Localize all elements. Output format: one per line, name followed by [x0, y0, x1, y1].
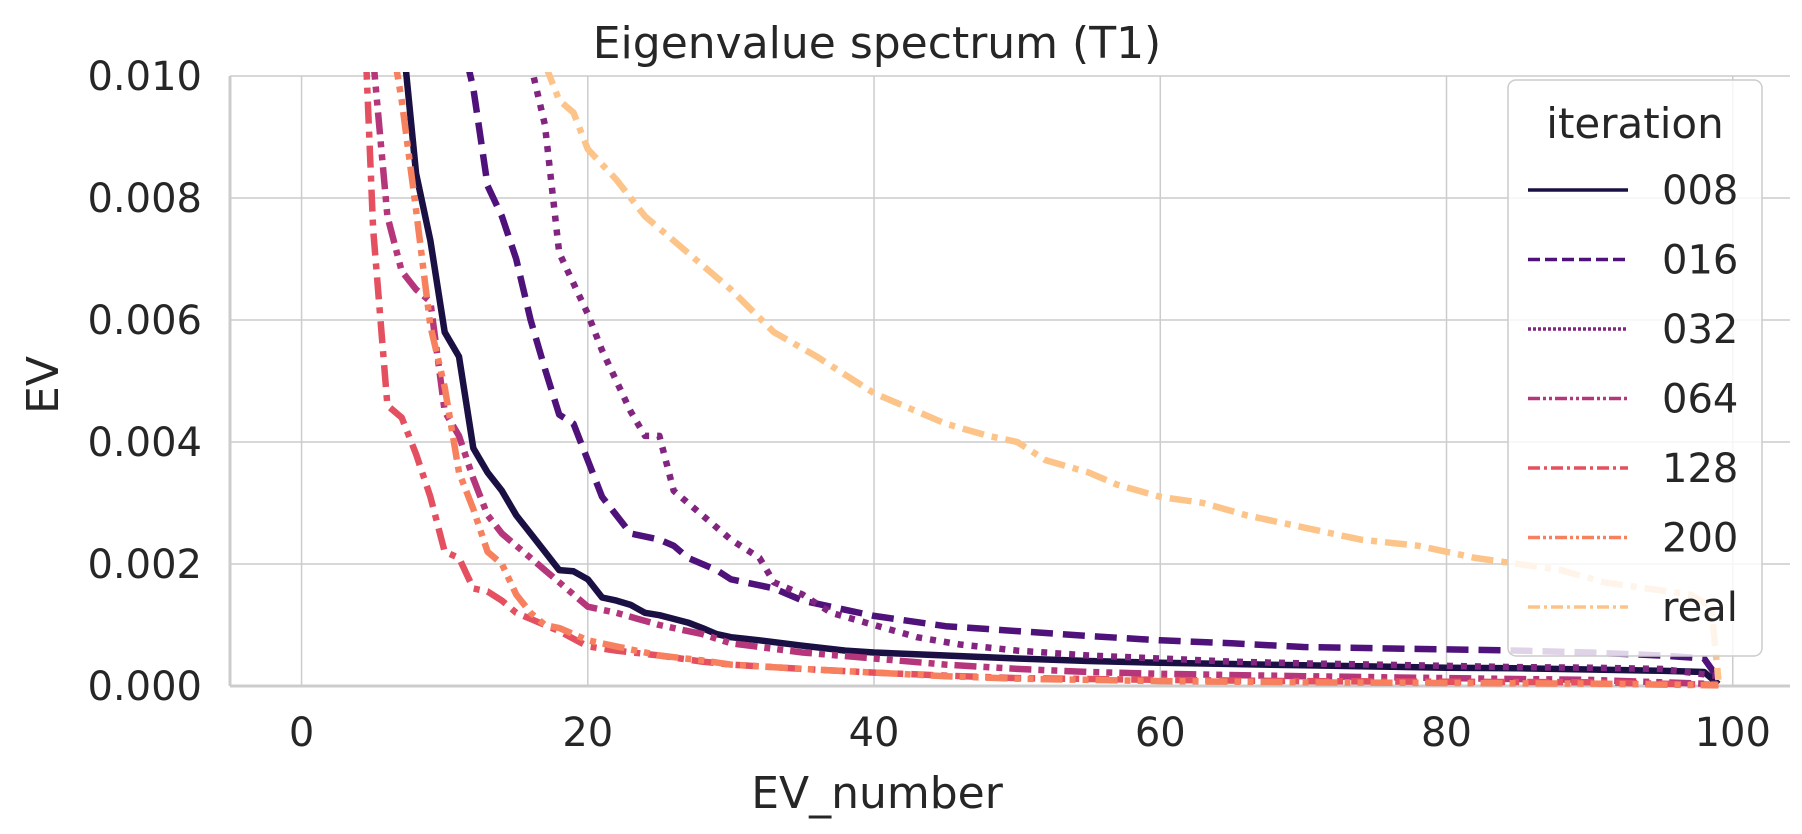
- series-line-064: [371, 72, 1719, 688]
- series-line-032: [529, 72, 1719, 680]
- tick-labels: 0 20 40 60 80 100 0.000 0.002 0.004 0.006 0.008 0.0…: [87, 54, 1770, 756]
- legend-label-128: 128: [1662, 446, 1738, 492]
- legend-label-real: real: [1662, 585, 1738, 631]
- y-tick-label: 0.004: [87, 420, 202, 466]
- y-tick-label: 0.002: [87, 542, 202, 588]
- y-tick-label: 0.000: [87, 664, 202, 710]
- chart-title: Eigenvalue spectrum (T1): [593, 18, 1161, 69]
- y-axis-label: EV: [18, 356, 69, 414]
- legend-box: [1507, 79, 1763, 657]
- legend-label-016: 016: [1662, 238, 1738, 284]
- x-tick-label: 20: [562, 710, 613, 756]
- y-tick-label: 0.010: [87, 54, 202, 100]
- x-tick-label: 0: [289, 710, 314, 756]
- x-tick-label: 40: [849, 710, 900, 756]
- series-line-200: [393, 72, 1719, 689]
- series-line-128: [363, 72, 1719, 689]
- x-tick-label: 100: [1695, 710, 1771, 756]
- legend-items: 008 016 032 064 128 200 real: [1528, 168, 1738, 631]
- legend-label-200: 200: [1662, 516, 1738, 562]
- legend-label-032: 032: [1662, 307, 1738, 353]
- x-tick-label: 80: [1421, 710, 1472, 756]
- series-line-008: [402, 72, 1721, 687]
- series-lines: [363, 72, 1722, 689]
- legend-label-064: 064: [1662, 377, 1738, 423]
- legend-label-008: 008: [1662, 168, 1738, 214]
- x-axis-label: EV_number: [751, 768, 1004, 819]
- legend: iteration 008 016 032 064 128 200 real: [1507, 79, 1763, 657]
- y-tick-label: 0.008: [87, 176, 202, 222]
- y-tick-label: 0.006: [87, 298, 202, 344]
- legend-title: iteration: [1546, 99, 1723, 148]
- series-line-016: [466, 72, 1722, 681]
- x-tick-label: 60: [1135, 710, 1186, 756]
- axes: [228, 76, 1790, 688]
